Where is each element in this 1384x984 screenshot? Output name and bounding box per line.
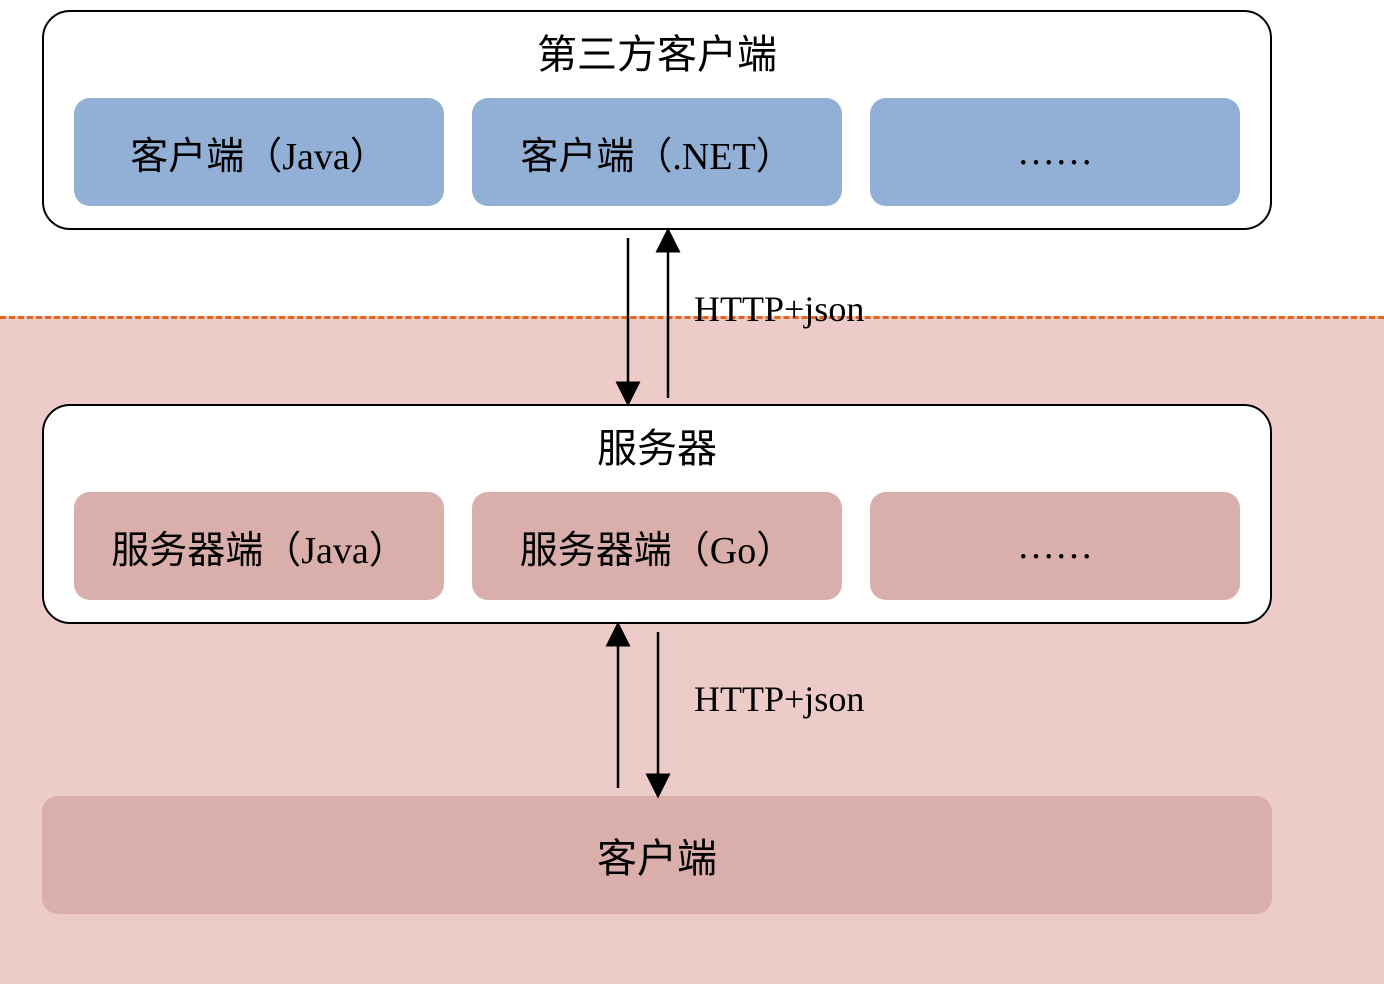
connector-2-label: HTTP+json — [694, 678, 864, 720]
connector-2 — [0, 0, 1384, 984]
